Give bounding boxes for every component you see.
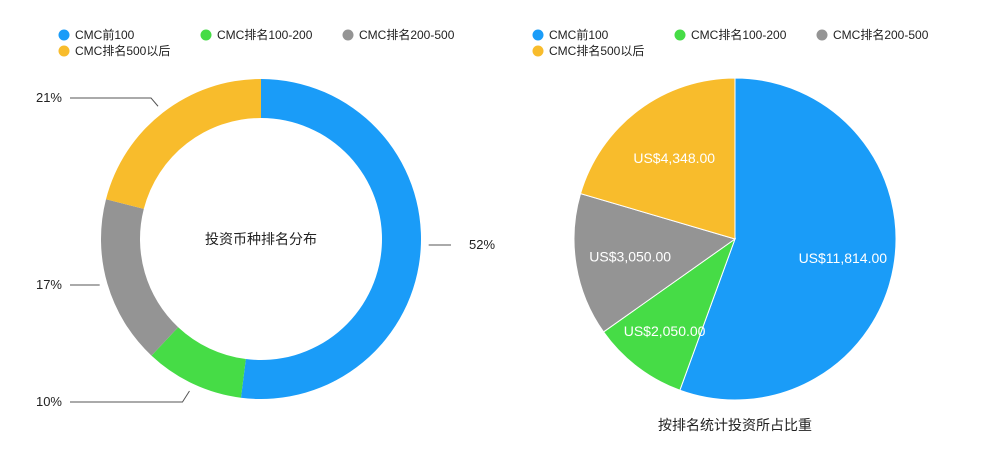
leader-line-rank500-plus — [70, 97, 159, 107]
donut-slice-rank500-plus — [106, 79, 261, 209]
legend-swatch-rank500-plus — [58, 45, 70, 57]
legend-right: CMC前100 CMC排名100-200 CMC排名200-500 CMC排名500以… — [532, 27, 929, 58]
legend-label-rank500-plus: CMC排名500以后 — [75, 43, 170, 58]
legend-swatch-rank100-200 — [200, 29, 212, 41]
leader-line-rank100-200 — [70, 390, 190, 403]
legend-swatch-top100 — [532, 29, 544, 41]
donut-center-title: 投资币种排名分布 — [205, 231, 317, 247]
donut-slice-rank200-500 — [101, 199, 179, 356]
pie-slice-top100 — [679, 77, 897, 401]
donut-pct-label-rank200-500: 17% — [36, 277, 62, 292]
legend-swatch-rank200-500 — [816, 29, 828, 41]
legend-label-rank200-500: CMC排名200-500 — [833, 27, 929, 42]
donut-pct-label-rank500-plus: 21% — [36, 90, 62, 105]
legend-swatch-top100 — [58, 29, 70, 41]
pie-value-label-rank200-500: US$3,050.00 — [589, 248, 671, 264]
pie-value-label-rank100-200: US$2,050.00 — [624, 323, 706, 339]
legend-label-rank500-plus: CMC排名500以后 — [549, 43, 644, 58]
donut-slice-top100 — [240, 79, 421, 399]
pie-slice-rank500-plus — [579, 77, 736, 240]
legend-label-rank100-200: CMC排名100-200 — [691, 27, 787, 42]
donut-slice-rank100-200 — [151, 327, 246, 398]
pie-slice-rank100-200 — [602, 237, 737, 391]
legend-label-rank100-200: CMC排名100-200 — [217, 27, 313, 42]
legend-label-top100: CMC前100 — [549, 27, 609, 42]
pie-value-label-top100: US$11,814.00 — [799, 250, 888, 266]
pie-value-label-rank500-plus: US$4,348.00 — [633, 150, 715, 166]
donut-chart: 52% 10% 17% 21% — [36, 79, 495, 409]
donut-pct-label-rank100-200: 10% — [36, 394, 62, 409]
donut-pct-label-top100: 52% — [469, 237, 495, 252]
legend-swatch-rank500-plus — [532, 45, 544, 57]
pie-caption: 按排名统计投资所占比重 — [658, 417, 812, 433]
pie-slice-rank200-500 — [573, 192, 737, 333]
legend-left: CMC前100 CMC排名100-200 CMC排名200-500 CMC排名500以… — [58, 27, 455, 58]
legend-label-top100: CMC前100 — [75, 27, 135, 42]
legend-label-rank200-500: CMC排名200-500 — [359, 27, 455, 42]
legend-swatch-rank100-200 — [674, 29, 686, 41]
legend-swatch-rank200-500 — [342, 29, 354, 41]
pie-chart: US$11,814.00 US$2,050.00 US$3,050.00 US$4,3… — [573, 77, 897, 401]
